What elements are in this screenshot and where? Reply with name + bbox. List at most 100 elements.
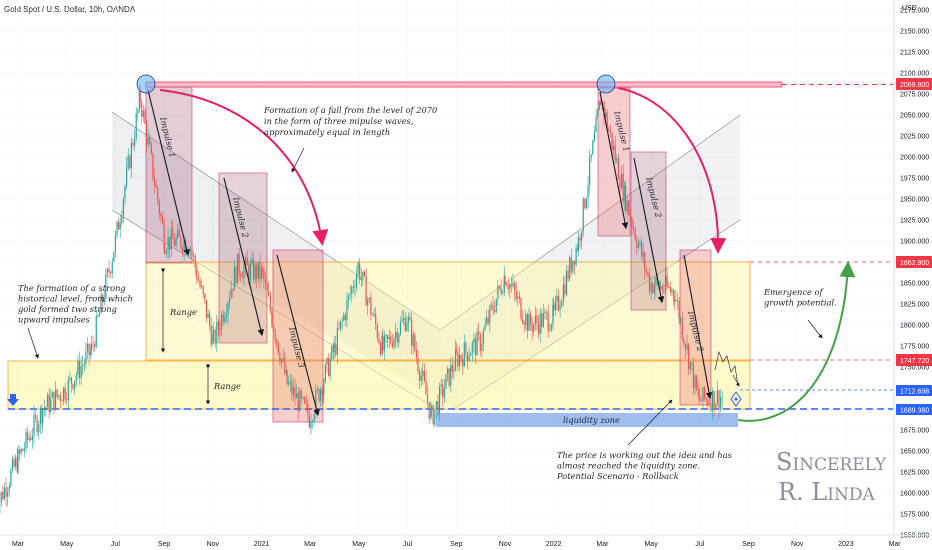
candle-body	[256, 264, 258, 280]
candle-body	[683, 338, 685, 344]
candle-body	[318, 389, 320, 401]
historical-annotation: The formation of a strong historical lev…	[18, 283, 135, 325]
candle-body	[379, 342, 382, 355]
candle-body	[697, 389, 699, 396]
candle-body	[129, 155, 131, 169]
candle-body	[699, 395, 701, 401]
candle-body	[561, 301, 563, 307]
candle-body	[305, 402, 307, 404]
candle-body	[632, 227, 635, 230]
currency-label: USD	[902, 5, 917, 12]
candle-body	[251, 259, 253, 265]
price-label-bottom-text: 1689.380	[900, 408, 929, 415]
candle-body	[252, 259, 255, 280]
candle-body	[46, 394, 49, 407]
impulse3-left-arrow	[276, 254, 320, 417]
candle-body	[113, 252, 115, 262]
high-marker-right	[596, 74, 616, 94]
candle-body	[35, 415, 37, 418]
candle-body	[326, 357, 328, 365]
candle-body	[41, 407, 43, 423]
candle-body	[381, 336, 383, 355]
candle-body	[572, 260, 574, 272]
candle-body	[150, 144, 152, 154]
candle-body	[77, 360, 79, 375]
candle-body	[619, 179, 621, 189]
candle-body	[370, 297, 372, 315]
candle-body	[450, 364, 452, 386]
candle-body	[145, 123, 148, 145]
candle-body	[645, 269, 647, 273]
candle-body	[259, 261, 261, 279]
time-axis[interactable]: Mar May Jul Sep Nov 2021 Mar May Jul Sep Nov 2022 Ma…	[0, 534, 932, 548]
candle-body	[412, 334, 414, 347]
time-tick: Nov	[499, 541, 512, 548]
candle-body	[45, 406, 47, 409]
candle-body	[462, 358, 464, 367]
ascending-channel-fill	[440, 115, 740, 408]
candle-body	[138, 90, 140, 110]
candle-body	[637, 243, 639, 248]
candle-body	[271, 310, 273, 326]
candle-body	[274, 330, 276, 340]
candle-body	[74, 380, 76, 389]
candle-body	[323, 381, 325, 396]
candle-body	[351, 286, 353, 294]
candle-body	[355, 274, 358, 288]
time-tick: Sep	[158, 541, 171, 548]
channel-line-upper	[111, 111, 441, 331]
candle-body	[28, 437, 30, 440]
candle-body	[691, 362, 693, 364]
candle-body	[552, 304, 554, 325]
candle-body	[395, 331, 397, 339]
candle-body	[349, 293, 351, 295]
candle-body	[307, 403, 309, 416]
candle-body	[209, 313, 211, 326]
time-tick: 2023	[838, 541, 854, 548]
candle-body	[127, 155, 129, 167]
liquidity-zone	[436, 413, 738, 427]
candle-body	[105, 274, 107, 299]
time-tick: Jul	[403, 541, 412, 548]
candle-body	[545, 311, 548, 313]
candle-body	[565, 270, 568, 295]
candle-body	[589, 157, 591, 186]
candle-body	[611, 133, 613, 150]
candle-body	[15, 457, 17, 467]
candle-body	[396, 331, 398, 343]
candle-body	[54, 389, 57, 410]
candle-body	[106, 268, 109, 275]
candle-body	[678, 301, 680, 319]
candle-body	[689, 362, 691, 370]
candle-body	[592, 141, 594, 155]
candle-body	[705, 398, 707, 400]
price-tick: 1975.000	[900, 176, 929, 183]
candle-body	[448, 368, 450, 386]
candle-body	[466, 352, 469, 361]
candle-body	[577, 247, 579, 250]
candle-body	[490, 304, 493, 306]
candle-body	[492, 304, 494, 311]
pointer-growth	[807, 319, 823, 339]
candle-body	[230, 288, 232, 298]
candle-body	[66, 399, 68, 401]
candle-body	[102, 294, 104, 302]
candle-body	[652, 282, 654, 294]
candle-body	[556, 295, 558, 301]
candle-body	[225, 313, 227, 317]
impulse2-left-arrow	[223, 177, 264, 337]
candle-body	[653, 286, 655, 294]
candle-body	[606, 112, 608, 130]
candle-body	[94, 344, 96, 347]
candle-body	[332, 345, 335, 352]
candle-body	[122, 198, 124, 216]
price-label-top-text: 2069.800	[900, 82, 929, 89]
candle-body	[254, 264, 256, 280]
candle-body	[19, 449, 21, 454]
candle-body	[554, 300, 556, 311]
candle-body	[5, 487, 7, 497]
candle-body	[487, 317, 489, 324]
candle-body	[359, 263, 361, 280]
candle-body	[285, 370, 287, 374]
